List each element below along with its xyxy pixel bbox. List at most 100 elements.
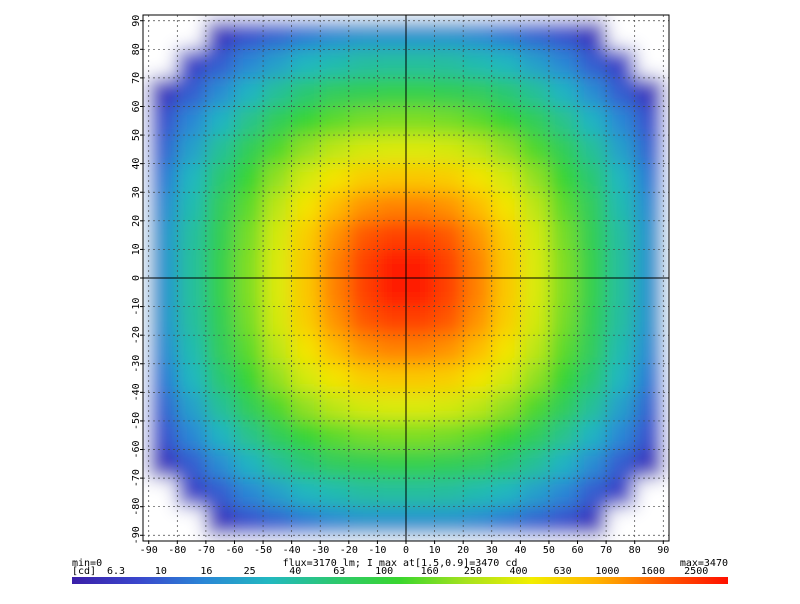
heat-cell (320, 20, 350, 50)
heat-cell (520, 478, 550, 508)
heat-cell (434, 478, 464, 508)
heat-cell (606, 220, 636, 250)
heat-cell (406, 20, 436, 50)
heat-cell (548, 220, 579, 250)
x-tick-label: -50 (254, 545, 272, 556)
heat-cell (463, 249, 493, 279)
colorbar (72, 577, 728, 584)
heat-cell (491, 106, 521, 136)
heat-cell (205, 163, 235, 193)
heat-cell (520, 192, 550, 222)
heat-cell (606, 449, 636, 479)
heat-cell (606, 306, 636, 336)
colorbar-tick-label: 6.3 (107, 566, 125, 577)
heat-cell (634, 106, 664, 136)
heat-cell (234, 20, 264, 50)
colorbar-tick-label: 40 (289, 566, 301, 577)
heat-cell (548, 77, 579, 107)
heat-cell (463, 49, 493, 79)
heat-cell (520, 163, 550, 193)
y-tick-label: -30 (131, 355, 142, 373)
heat-cell (491, 220, 521, 250)
heat-cell (463, 335, 493, 365)
heat-cell (463, 506, 493, 536)
heat-cell (177, 106, 207, 136)
heat-cell (320, 106, 350, 136)
heat-cell (634, 249, 664, 279)
heat-cell (148, 478, 178, 508)
heat-cell (234, 449, 264, 479)
heat-cell (320, 192, 350, 222)
heat-cell (491, 363, 521, 393)
heat-cell (520, 392, 550, 422)
heat-cell (234, 335, 264, 365)
y-tick-label: -90 (131, 526, 142, 544)
heat-cell (205, 49, 235, 79)
heat-cell (520, 77, 550, 107)
heat-cell (463, 77, 493, 107)
heat-cell (263, 106, 293, 136)
heat-cell (577, 392, 607, 422)
heat-cell (406, 306, 436, 336)
heat-cell (434, 220, 464, 250)
heat-cell (577, 335, 607, 365)
heat-cell (548, 335, 579, 365)
heat-cell (634, 392, 664, 422)
heat-cell (434, 163, 464, 193)
heat-cell (634, 135, 664, 165)
heat-cell (263, 449, 293, 479)
heat-cell (234, 135, 264, 165)
heat-cell (177, 506, 207, 536)
heat-cell (205, 420, 235, 451)
heat-cell (291, 77, 321, 107)
heat-cell (291, 420, 321, 451)
heat-cell (291, 192, 321, 222)
heat-cell (377, 135, 407, 165)
heat-cell (520, 420, 550, 451)
heat-cell (348, 278, 378, 308)
heat-cell (234, 478, 264, 508)
heat-cell (434, 420, 464, 451)
heat-cell (634, 306, 664, 336)
heat-cell (348, 163, 378, 193)
x-tick-label: 20 (457, 545, 469, 556)
heat-cell (148, 220, 178, 250)
heat-cell (634, 478, 664, 508)
heat-cell (205, 392, 235, 422)
heat-cell (148, 420, 178, 451)
heat-cell (606, 20, 636, 50)
heat-cell (205, 449, 235, 479)
heat-cell (205, 306, 235, 336)
heat-cell (348, 192, 378, 222)
heat-cell (463, 420, 493, 451)
heat-cell (548, 392, 579, 422)
heat-cell (348, 106, 378, 136)
heat-cell (520, 20, 550, 50)
heat-cell (406, 135, 436, 165)
heat-cell (263, 306, 293, 336)
heat-cell (406, 420, 436, 451)
y-tick-label: 90 (131, 15, 142, 27)
x-tick-label: -70 (197, 545, 215, 556)
heat-cell (205, 135, 235, 165)
heat-cell (377, 106, 407, 136)
heat-cell (463, 20, 493, 50)
y-tick-label: 30 (131, 186, 142, 198)
heat-cell (205, 335, 235, 365)
heat-cell (348, 20, 378, 50)
x-tick-label: -30 (311, 545, 329, 556)
heat-cell (377, 335, 407, 365)
heat-cell (148, 278, 178, 308)
max-label: max=3470 (680, 558, 728, 569)
heat-cell (263, 220, 293, 250)
y-tick-label: -80 (131, 498, 142, 516)
heat-cell (177, 363, 207, 393)
heat-cell (377, 392, 407, 422)
heat-cell (348, 506, 378, 536)
heat-cell (291, 49, 321, 79)
footer: flux=3170 lm; I max at[1.5,0.9]=3470 cd (283, 558, 518, 569)
heat-cell (463, 163, 493, 193)
heat-cell (177, 49, 207, 79)
heat-cell (634, 363, 664, 393)
heat-cell (491, 306, 521, 336)
